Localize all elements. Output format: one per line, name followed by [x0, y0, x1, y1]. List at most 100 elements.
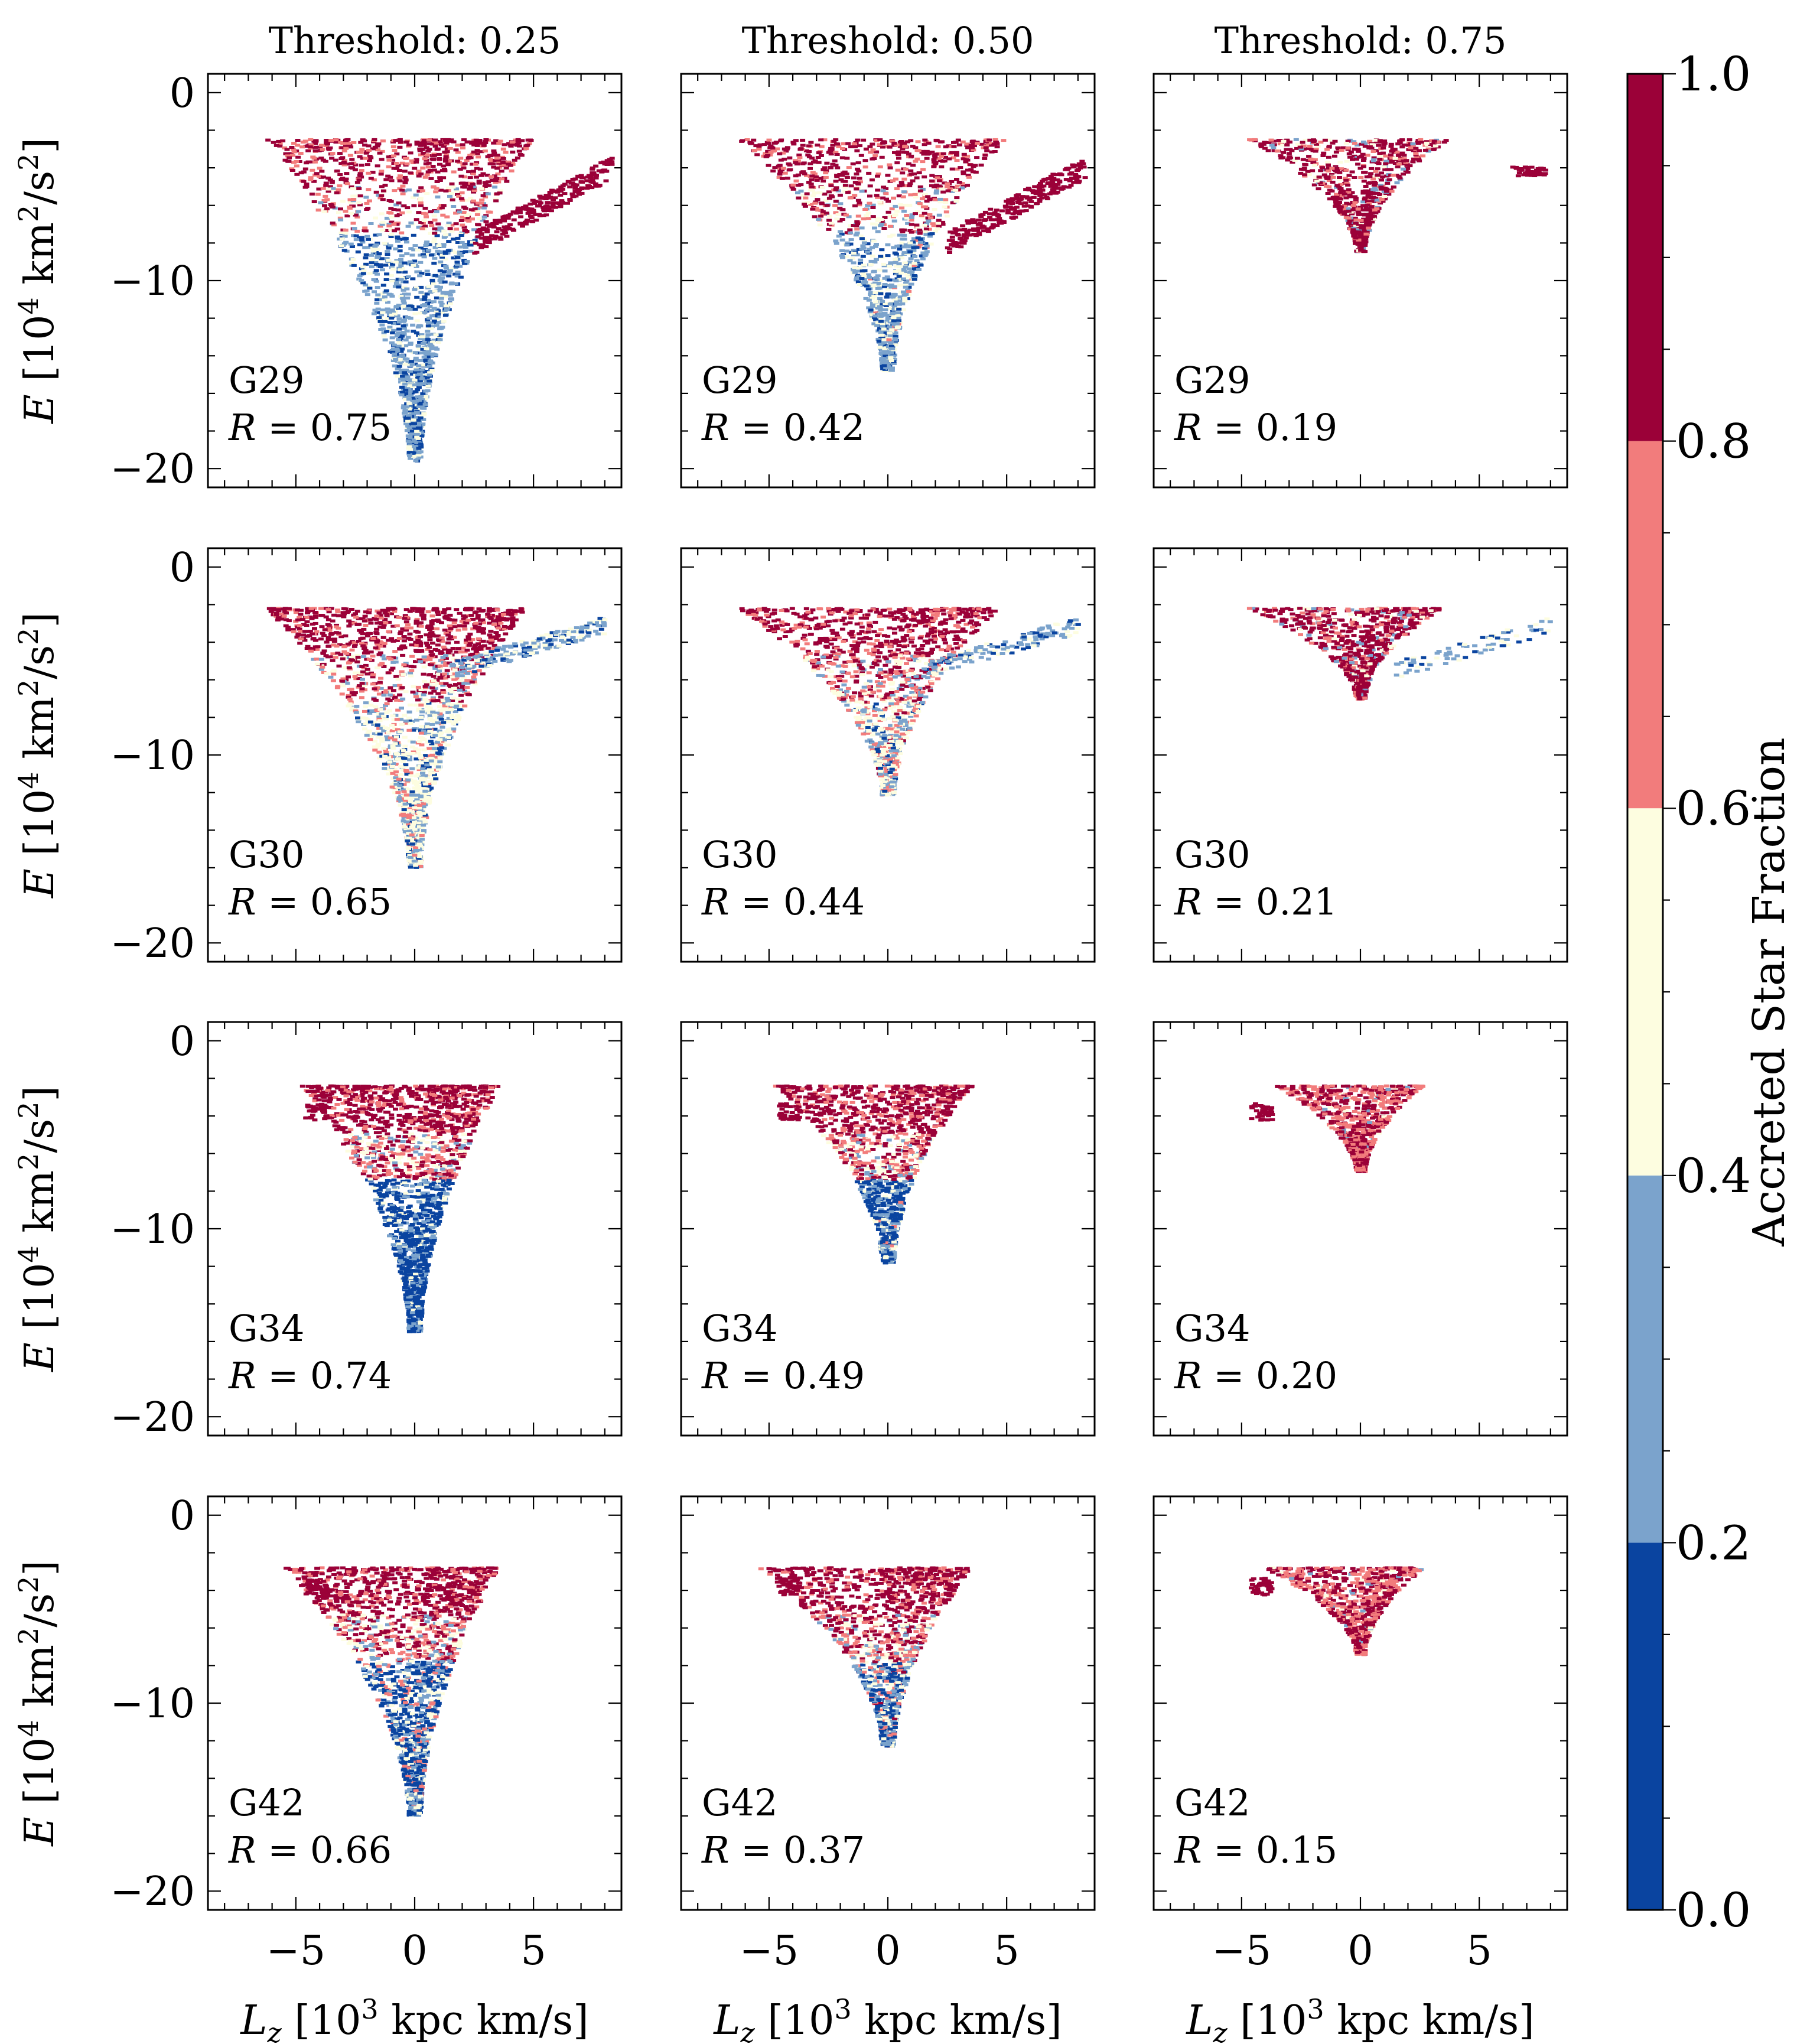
- data-point: [948, 230, 953, 234]
- data-point: [914, 157, 920, 161]
- data-point: [845, 241, 851, 245]
- data-point: [1350, 208, 1356, 211]
- data-point: [1330, 141, 1336, 145]
- data-point: [1323, 184, 1329, 188]
- data-point: [816, 151, 822, 155]
- data-point: [323, 184, 329, 187]
- data-point: [885, 317, 891, 320]
- data-point: [418, 201, 424, 204]
- data-point: [437, 269, 443, 272]
- data-point: [877, 297, 883, 300]
- data-point: [931, 165, 937, 168]
- data-point: [440, 213, 446, 217]
- data-point: [919, 214, 924, 217]
- data-point: [861, 238, 867, 242]
- data-point: [402, 357, 408, 360]
- data-point: [395, 367, 401, 370]
- data-point: [496, 158, 502, 162]
- data-point: [885, 292, 891, 296]
- data-point: [475, 207, 481, 210]
- data-point: [791, 142, 797, 146]
- data-point: [816, 161, 822, 164]
- data-point: [1388, 168, 1394, 171]
- data-point: [857, 201, 862, 205]
- data-point: [406, 143, 412, 147]
- data-point: [929, 151, 935, 154]
- data-point: [920, 257, 926, 261]
- data-point: [407, 349, 413, 353]
- data-point: [882, 285, 887, 288]
- data-point: [1033, 192, 1039, 196]
- data-point: [333, 138, 339, 142]
- data-point: [1424, 141, 1430, 145]
- data-point: [1339, 167, 1344, 171]
- data-point: [901, 294, 907, 297]
- data-point: [835, 166, 841, 170]
- data-point: [556, 188, 562, 191]
- data-point: [412, 416, 418, 419]
- data-point: [337, 184, 343, 188]
- data-point: [401, 379, 406, 382]
- scatter-points: [265, 138, 615, 463]
- data-point: [1037, 191, 1043, 195]
- data-point: [420, 166, 426, 170]
- data-point: [756, 145, 762, 149]
- data-point: [852, 271, 858, 274]
- data-point: [415, 395, 421, 399]
- data-point: [881, 140, 887, 144]
- data-point: [859, 269, 865, 273]
- data-point: [351, 227, 357, 230]
- data-point: [486, 210, 491, 214]
- data-point: [891, 319, 897, 323]
- data-point: [1386, 178, 1392, 181]
- data-point: [318, 201, 324, 204]
- data-point: [500, 147, 506, 151]
- data-point: [968, 144, 974, 147]
- data-point: [410, 323, 416, 327]
- data-point: [1361, 140, 1366, 144]
- data-point: [599, 170, 605, 174]
- data-point: [416, 386, 422, 389]
- data-point: [491, 141, 497, 145]
- data-point: [398, 278, 404, 281]
- data-point: [911, 172, 917, 175]
- data-point: [310, 155, 316, 159]
- data-point: [416, 226, 422, 229]
- data-point: [896, 316, 901, 320]
- data-point: [448, 197, 454, 200]
- data-point: [467, 176, 473, 180]
- data-point: [376, 233, 382, 236]
- data-point: [1383, 162, 1389, 165]
- data-point: [943, 155, 948, 159]
- data-point: [1360, 204, 1366, 207]
- data-point: [917, 189, 923, 193]
- data-point: [847, 228, 853, 232]
- data-point: [965, 233, 971, 237]
- data-point: [907, 182, 913, 185]
- data-point: [818, 209, 824, 212]
- data-point: [461, 211, 467, 214]
- scatter-points: [266, 607, 608, 869]
- data-point: [353, 234, 359, 237]
- data-point: [394, 214, 400, 217]
- data-point: [839, 156, 845, 160]
- data-point: [798, 189, 804, 193]
- data-point: [857, 144, 862, 148]
- data-point: [289, 169, 295, 172]
- data-point: [914, 265, 920, 269]
- data-point: [1529, 170, 1535, 174]
- data-point: [597, 184, 603, 187]
- data-point: [1339, 148, 1344, 152]
- data-point: [518, 215, 524, 219]
- data-point: [901, 190, 907, 194]
- data-point: [891, 292, 897, 296]
- data-point: [519, 139, 525, 142]
- data-point: [1293, 138, 1299, 141]
- data-point: [1432, 144, 1438, 148]
- data-point: [901, 269, 907, 273]
- data-point: [383, 178, 389, 181]
- data-point: [1333, 203, 1339, 206]
- data-point: [396, 266, 402, 270]
- data-point: [442, 168, 447, 171]
- data-point: [343, 232, 349, 235]
